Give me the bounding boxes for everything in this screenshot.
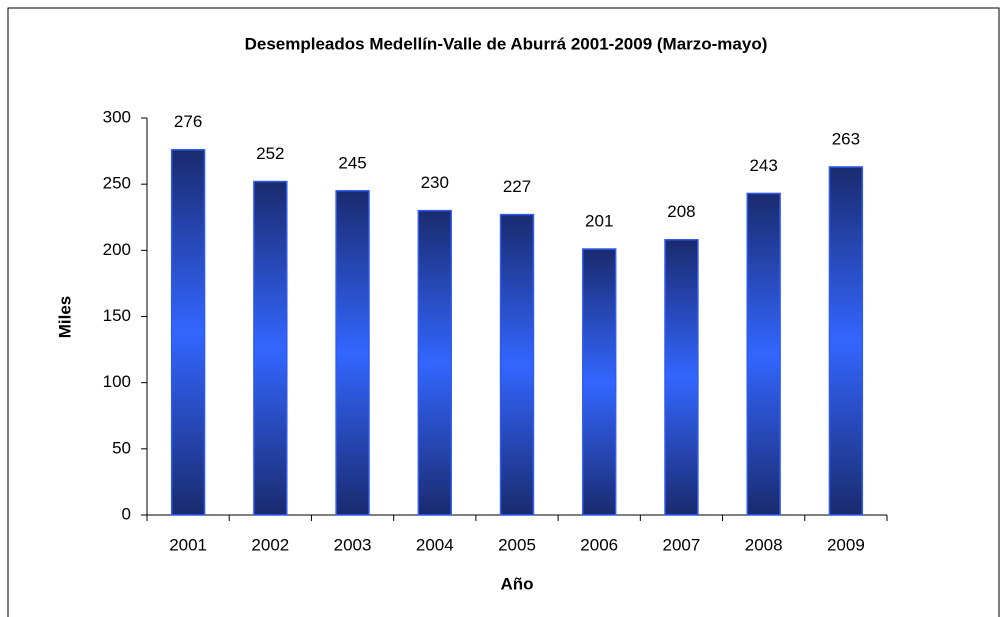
y-tick-label: 150 [103, 306, 131, 325]
x-tick-label: 2004 [416, 535, 454, 554]
y-tick-label: 200 [103, 240, 131, 259]
y-tick-label: 50 [112, 438, 131, 457]
y-tick-label: 300 [103, 107, 131, 126]
x-tick-label: 2009 [827, 535, 865, 554]
bar [499, 213, 535, 516]
x-tick-label: 2003 [334, 535, 372, 554]
data-label: 201 [585, 211, 613, 230]
data-label: 243 [749, 156, 777, 175]
data-label: 252 [256, 144, 284, 163]
data-label: 263 [832, 129, 860, 148]
x-tick-label: 2006 [580, 535, 618, 554]
chart-title: Desempleados Medellín-Valle de Aburrá 20… [245, 34, 768, 53]
x-tick-label: 2001 [169, 535, 207, 554]
data-label: 208 [667, 202, 695, 221]
bar [335, 190, 370, 516]
bar [746, 192, 781, 516]
data-label: 227 [503, 177, 531, 196]
bar [582, 248, 617, 516]
x-tick-label: 2005 [498, 535, 536, 554]
x-tick-label: 2008 [745, 535, 783, 554]
y-tick-label: 250 [103, 174, 131, 193]
y-tick-label: 0 [122, 504, 131, 523]
y-axis-label: Miles [55, 296, 74, 339]
x-tick-label: 2002 [251, 535, 289, 554]
x-axis-label: Año [500, 574, 533, 593]
data-label: 276 [174, 112, 202, 131]
bar [664, 238, 699, 516]
data-label: 230 [421, 173, 449, 192]
y-tick-label: 100 [103, 372, 131, 391]
data-label: 245 [338, 153, 366, 172]
chart-frame [7, 7, 1000, 617]
bar [253, 180, 288, 516]
bar [170, 149, 206, 516]
x-tick-label: 2007 [663, 535, 701, 554]
bar [417, 209, 452, 516]
bar [828, 166, 864, 516]
